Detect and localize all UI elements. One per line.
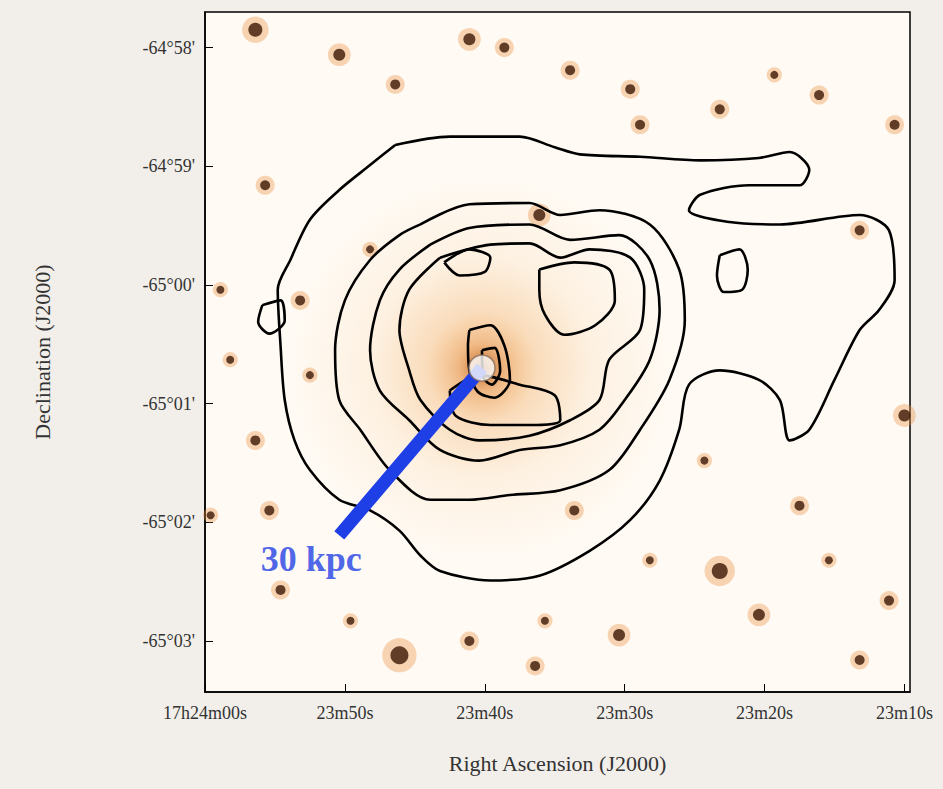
svg-text:-64°58': -64°58' (143, 38, 195, 58)
svg-text:Right Ascension (J2000): Right Ascension (J2000) (449, 751, 667, 776)
svg-text:23m20s: 23m20s (736, 703, 793, 723)
svg-text:-65°01': -65°01' (143, 394, 195, 414)
svg-text:23m40s: 23m40s (456, 703, 513, 723)
svg-text:30 kpc: 30 kpc (261, 539, 362, 579)
svg-text:23m10s: 23m10s (876, 703, 933, 723)
svg-text:23m30s: 23m30s (596, 703, 653, 723)
svg-text:17h24m00s: 17h24m00s (163, 703, 247, 723)
svg-text:-65°03': -65°03' (143, 631, 195, 651)
svg-text:23m50s: 23m50s (316, 703, 373, 723)
svg-text:-65°02': -65°02' (143, 512, 195, 532)
svg-text:Declination (J2000): Declination (J2000) (30, 264, 55, 439)
svg-text:-65°00': -65°00' (143, 275, 195, 295)
svg-text:-64°59': -64°59' (143, 156, 195, 176)
